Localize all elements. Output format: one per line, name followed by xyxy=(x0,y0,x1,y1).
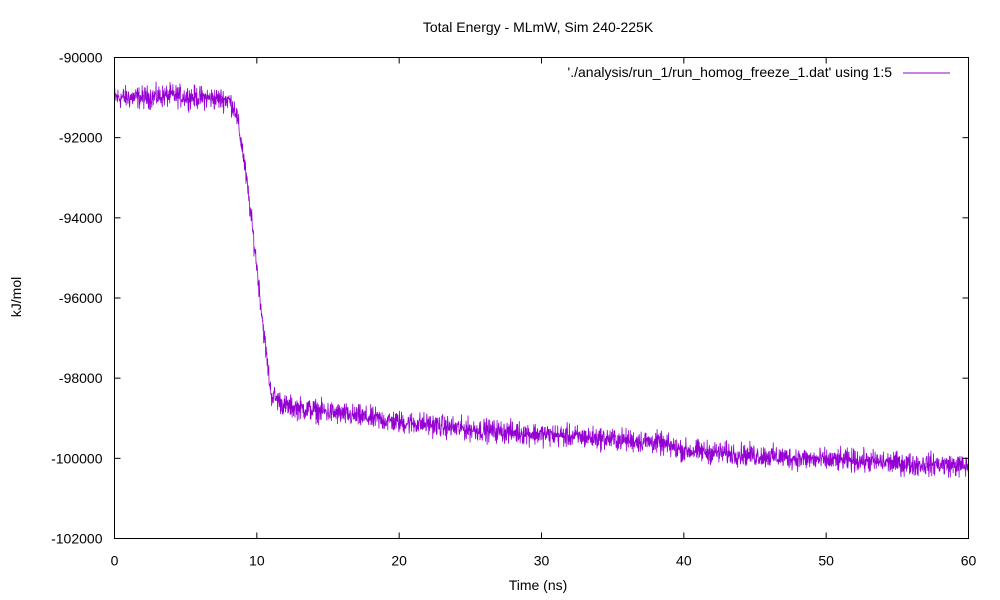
y-tick-label: -90000 xyxy=(59,50,103,66)
series-layer xyxy=(114,81,969,478)
x-tick-label: 20 xyxy=(391,553,407,569)
y-axis-label: kJ/mol xyxy=(8,277,24,317)
x-tick-label: 50 xyxy=(818,553,834,569)
plot-frame xyxy=(114,57,969,539)
y-tick-label: -92000 xyxy=(59,130,103,146)
series-line xyxy=(114,81,969,478)
axes-layer: 0 10 20 30 40 50 60 -90000 -92000 -94000 -96000 -98… xyxy=(51,50,976,569)
x-tick-label: 30 xyxy=(534,553,550,569)
x-tick-label: 40 xyxy=(676,553,692,569)
legend: './analysis/run_1/run_homog_freeze_1.dat… xyxy=(568,64,950,80)
x-tick-label: 0 xyxy=(111,553,119,569)
y-tick-label: -98000 xyxy=(59,370,103,386)
y-tick-label: -100000 xyxy=(51,450,103,466)
chart-title: Total Energy - MLmW, Sim 240-225K xyxy=(423,19,654,35)
x-tick-label: 10 xyxy=(249,553,265,569)
legend-label: './analysis/run_1/run_homog_freeze_1.dat… xyxy=(568,64,893,80)
x-axis-label: Time (ns) xyxy=(509,577,568,593)
y-tick-label: -102000 xyxy=(51,531,103,547)
x-tick-label: 60 xyxy=(961,553,977,569)
y-tick-label: -94000 xyxy=(59,210,103,226)
y-tick-label: -96000 xyxy=(59,290,103,306)
